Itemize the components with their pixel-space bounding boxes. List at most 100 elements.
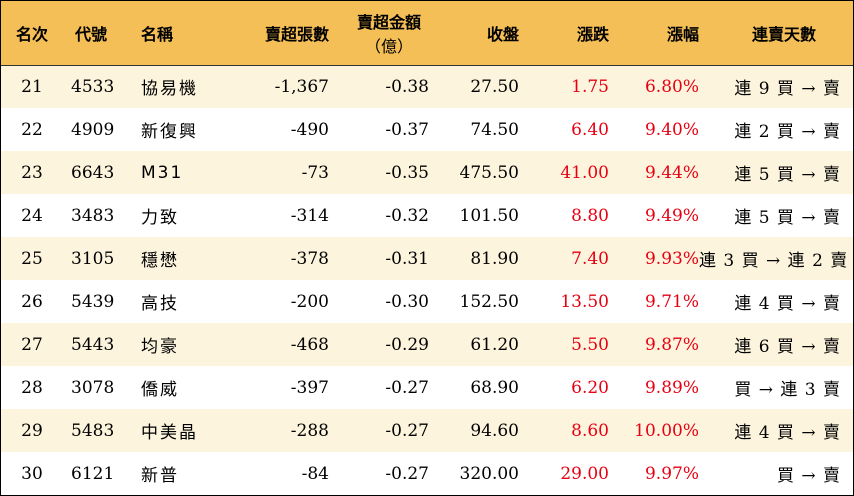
change-cell: 13.50 <box>560 291 609 312</box>
close-cell: 81.90 <box>470 248 519 269</box>
name-cell: M31 <box>141 162 184 183</box>
pct-cell: 9.49% <box>644 205 699 226</box>
sell-amount-cell: -0.32 <box>385 205 429 226</box>
code-cell: 6643 <box>71 162 115 183</box>
table-body: 21 4533 協易機 -1,367 -0.38 27.50 1.75 6.80… <box>1 65 853 495</box>
sell-amount-cell: -0.27 <box>385 377 429 398</box>
code-cell: 4533 <box>71 76 115 97</box>
change-cell: 1.75 <box>571 76 609 97</box>
streak-cell: 連 5 買 → 賣 <box>734 165 841 185</box>
rank-cell: 23 <box>21 162 43 183</box>
rank-cell: 28 <box>21 377 43 398</box>
sell-amount-cell: -0.30 <box>385 291 429 312</box>
change-cell: 6.40 <box>571 119 609 140</box>
rank-cell: 30 <box>21 463 43 484</box>
header-streak: 連賣天數 <box>699 1 853 66</box>
pct-cell: 9.87% <box>644 334 699 355</box>
sell-lots-cell: -397 <box>290 377 329 398</box>
code-cell: 3483 <box>71 205 115 226</box>
streak-cell: 連 6 買 → 賣 <box>734 337 841 357</box>
rank-cell: 25 <box>21 248 43 269</box>
code-cell: 5443 <box>71 334 115 355</box>
sell-lots-cell: -378 <box>290 248 329 269</box>
table-row: 27 5443 均豪 -468 -0.29 61.20 5.50 9.87% 連… <box>1 323 853 366</box>
change-cell: 29.00 <box>560 463 609 484</box>
code-cell: 4909 <box>71 119 115 140</box>
sell-amount-cell: -0.35 <box>385 162 429 183</box>
sell-lots-cell: -84 <box>301 463 329 484</box>
code-cell: 5483 <box>71 420 115 441</box>
name-cell: 僑威 <box>141 380 179 400</box>
rank-cell: 26 <box>21 291 43 312</box>
rank-cell: 24 <box>21 205 43 226</box>
header-row: 名次 代號 名稱 賣超張數 賣超金額 （億） 收盤 漲跌 漲幅 連賣天數 <box>1 1 853 66</box>
streak-cell: 連 5 買 → 賣 <box>734 208 841 228</box>
header-change: 漲跌 <box>519 1 609 66</box>
pct-cell: 9.71% <box>644 291 699 312</box>
streak-cell: 連 3 買 → 連 2 賣 <box>699 251 849 271</box>
table-row: 26 5439 高技 -200 -0.30 152.50 13.50 9.71%… <box>1 280 853 323</box>
sell-amount-cell: -0.29 <box>385 334 429 355</box>
sell-lots-cell: -314 <box>290 205 329 226</box>
rank-cell: 21 <box>21 76 43 97</box>
sell-amount-cell: -0.27 <box>385 420 429 441</box>
streak-cell: 買 → 連 3 賣 <box>734 380 841 400</box>
sell-lots-cell: -288 <box>290 420 329 441</box>
code-cell: 6121 <box>71 463 115 484</box>
header-sell-amount-line2: （億） <box>364 36 413 56</box>
pct-cell: 9.93% <box>644 248 699 269</box>
table-row: 23 6643 M31 -73 -0.35 475.50 41.00 9.44%… <box>1 151 853 194</box>
rank-cell: 29 <box>21 420 43 441</box>
change-cell: 7.40 <box>571 248 609 269</box>
table-row: 21 4533 協易機 -1,367 -0.38 27.50 1.75 6.80… <box>1 65 853 108</box>
name-cell: 中美晶 <box>141 423 198 443</box>
name-cell: 均豪 <box>141 337 179 357</box>
pct-cell: 6.80% <box>644 76 699 97</box>
change-cell: 8.80 <box>571 205 609 226</box>
header-sell-amount: 賣超金額 （億） <box>329 1 429 66</box>
table-row: 24 3483 力致 -314 -0.32 101.50 8.80 9.49% … <box>1 194 853 237</box>
name-cell: 穩懋 <box>141 251 179 271</box>
close-cell: 152.50 <box>459 291 519 312</box>
name-cell: 協易機 <box>141 79 198 100</box>
table-row: 25 3105 穩懋 -378 -0.31 81.90 7.40 9.93% 連… <box>1 237 853 280</box>
sell-amount-cell: -0.31 <box>385 248 429 269</box>
close-cell: 320.00 <box>459 463 519 484</box>
name-cell: 新普 <box>141 466 179 486</box>
streak-cell: 買 → 賣 <box>776 466 841 486</box>
change-cell: 8.60 <box>571 420 609 441</box>
close-cell: 94.60 <box>470 420 519 441</box>
sell-lots-cell: -200 <box>290 291 329 312</box>
sell-lots-cell: -73 <box>301 162 329 183</box>
close-cell: 74.50 <box>470 119 519 140</box>
rank-cell: 22 <box>21 119 43 140</box>
pct-cell: 9.89% <box>644 377 699 398</box>
sell-amount-cell: -0.38 <box>385 76 429 97</box>
sell-amount-cell: -0.37 <box>385 119 429 140</box>
code-cell: 5439 <box>71 291 115 312</box>
close-cell: 61.20 <box>470 334 519 355</box>
pct-cell: 9.44% <box>644 162 699 183</box>
streak-cell: 連 9 買 → 賣 <box>734 79 841 100</box>
change-cell: 41.00 <box>560 162 609 183</box>
streak-cell: 連 2 買 → 賣 <box>734 122 841 142</box>
table-row: 30 6121 新普 -84 -0.27 320.00 29.00 9.97% … <box>1 452 853 495</box>
close-cell: 101.50 <box>459 205 519 226</box>
code-cell: 3105 <box>71 248 115 269</box>
sell-lots-cell: -490 <box>290 119 329 140</box>
table-row: 28 3078 僑威 -397 -0.27 68.90 6.20 9.89% 買… <box>1 366 853 409</box>
change-cell: 6.20 <box>571 377 609 398</box>
header-rank: 名次 <box>1 1 63 66</box>
header-sell-amount-line1: 賣超金額 <box>356 12 421 32</box>
change-cell: 5.50 <box>571 334 609 355</box>
header-sell-lots: 賣超張數 <box>217 1 329 66</box>
header-close: 收盤 <box>429 1 519 66</box>
sell-lots-cell: -468 <box>290 334 329 355</box>
streak-cell: 連 4 買 → 賣 <box>734 423 841 443</box>
name-cell: 高技 <box>141 294 179 314</box>
pct-cell: 9.97% <box>644 463 699 484</box>
name-cell: 新復興 <box>141 122 198 142</box>
header-pct: 漲幅 <box>609 1 699 66</box>
code-cell: 3078 <box>71 377 115 398</box>
